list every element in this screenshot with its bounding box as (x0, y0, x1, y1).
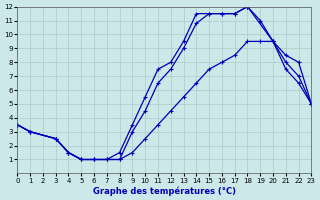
X-axis label: Graphe des températures (°C): Graphe des températures (°C) (93, 186, 236, 196)
